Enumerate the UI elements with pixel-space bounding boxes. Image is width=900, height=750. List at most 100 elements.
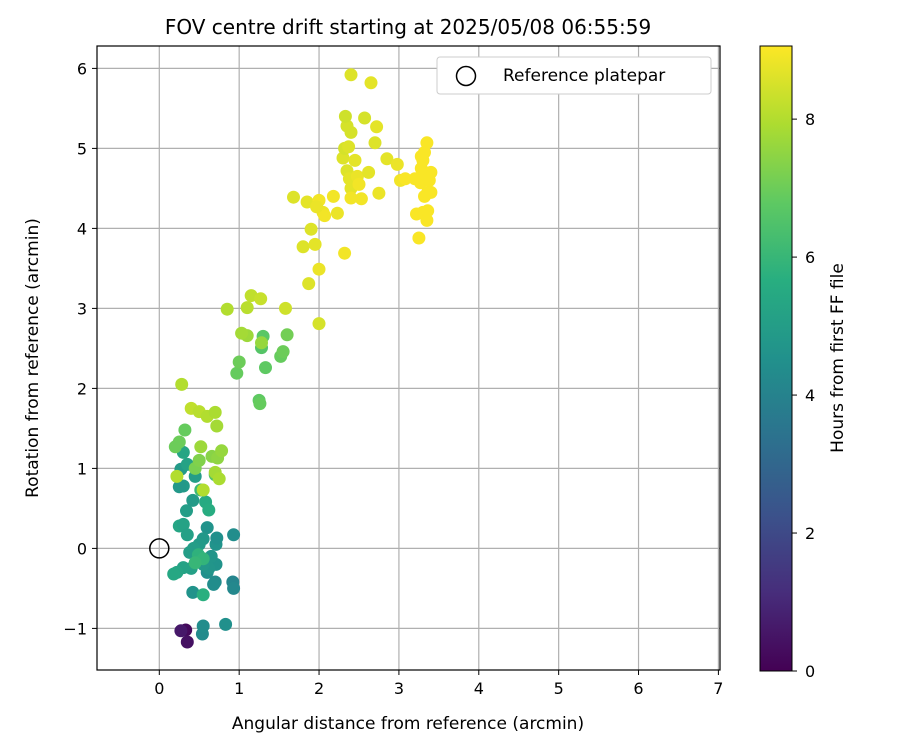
- x-axis-ticks: 0 1 2 3 4 5 6 7: [154, 670, 723, 698]
- data-point: [172, 480, 186, 494]
- data-point: [232, 355, 246, 369]
- data-point: [235, 326, 249, 340]
- data-point: [212, 472, 226, 486]
- data-point: [180, 635, 194, 649]
- data-point: [194, 440, 208, 454]
- data-point: [296, 240, 310, 254]
- data-point: [344, 68, 358, 82]
- x-tick-label: 0: [154, 679, 164, 698]
- colorbar-tick-label: 8: [805, 110, 815, 129]
- y-tick-label: 2: [77, 379, 87, 398]
- data-point: [210, 531, 224, 545]
- data-point: [420, 136, 434, 150]
- data-point: [380, 152, 394, 166]
- data-point: [344, 191, 358, 205]
- chart-title: FOV centre drift starting at 2025/05/08 …: [165, 15, 651, 39]
- grid-lines: [97, 46, 720, 670]
- y-tick-label: −1: [63, 619, 87, 638]
- data-point: [167, 567, 181, 581]
- colorbar-tick-label: 2: [805, 524, 815, 543]
- data-point: [202, 503, 216, 517]
- y-tick-label: 6: [77, 59, 87, 78]
- data-point: [176, 517, 190, 531]
- data-point: [192, 453, 206, 467]
- legend-label: Reference platepar: [503, 66, 665, 86]
- data-point: [196, 483, 210, 497]
- data-point: [287, 190, 300, 204]
- data-point: [302, 277, 316, 291]
- x-tick-label: 7: [713, 679, 723, 698]
- data-point: [186, 585, 200, 599]
- data-point: [174, 624, 188, 638]
- x-tick-label: 5: [554, 679, 564, 698]
- data-point: [210, 419, 224, 433]
- data-point: [255, 336, 268, 350]
- data-point: [310, 200, 324, 214]
- x-tick-label: 4: [474, 679, 484, 698]
- data-point: [175, 377, 189, 391]
- data-point: [196, 588, 210, 602]
- data-point: [227, 581, 241, 595]
- data-point: [207, 577, 221, 591]
- data-point: [342, 140, 356, 154]
- y-tick-label: 4: [77, 219, 87, 238]
- data-point: [362, 165, 376, 179]
- data-point: [186, 493, 200, 507]
- data-point: [253, 397, 267, 411]
- colorbar-gradient: [759, 45, 793, 672]
- data-point: [215, 444, 229, 458]
- legend-marker-icon: [455, 65, 477, 87]
- x-tick-label: 6: [633, 679, 643, 698]
- data-point: [259, 361, 272, 375]
- data-point: [414, 149, 428, 163]
- data-point: [336, 151, 350, 165]
- data-point: [178, 423, 192, 437]
- colorbar-ticks: 0 2 4 6 8: [792, 110, 815, 681]
- legend-box: [436, 56, 712, 95]
- data-point: [240, 301, 254, 315]
- data-point: [338, 109, 352, 123]
- data-point: [326, 189, 340, 203]
- data-point: [348, 153, 362, 167]
- data-point: [219, 617, 233, 631]
- y-axis-label: Rotation from reference (arcmin): [23, 218, 43, 498]
- data-point: [312, 262, 326, 276]
- data-point: [168, 440, 182, 454]
- y-tick-label: 5: [77, 139, 87, 158]
- data-point: [420, 213, 434, 227]
- data-point: [352, 177, 366, 191]
- colorbar-tick-label: 4: [805, 386, 815, 405]
- colorbar: 0 2 4 6 8 Hours from first FF file: [759, 45, 848, 681]
- colorbar-label: Hours from first FF file: [828, 263, 848, 453]
- data-point: [412, 231, 426, 245]
- y-tick-label: 1: [77, 459, 87, 478]
- data-point: [372, 186, 386, 200]
- x-tick-label: 1: [234, 679, 244, 698]
- data-point: [390, 157, 404, 171]
- data-point: [230, 366, 244, 380]
- data-point: [312, 317, 326, 331]
- x-axis-label: Angular distance from reference (arcmin): [232, 714, 584, 734]
- legend: Reference platepar: [436, 56, 712, 95]
- data-point: [308, 237, 322, 251]
- data-point: [188, 556, 202, 570]
- data-point: [196, 619, 210, 633]
- colorbar-tick-label: 6: [805, 248, 815, 267]
- data-point: [424, 185, 438, 199]
- data-point: [370, 120, 384, 134]
- data-point: [227, 528, 241, 542]
- data-point: [279, 301, 292, 315]
- data-point: [338, 246, 352, 260]
- data-point: [318, 209, 332, 223]
- colorbar-tick-label: 0: [805, 662, 815, 681]
- data-point: [398, 172, 412, 186]
- data-point: [368, 136, 382, 150]
- reference-platepar-marker: [149, 538, 170, 559]
- data-point: [208, 405, 222, 419]
- data-point: [358, 111, 372, 125]
- data-point: [200, 521, 214, 535]
- data-points: [167, 68, 438, 649]
- data-point: [276, 345, 290, 359]
- data-point: [254, 292, 268, 306]
